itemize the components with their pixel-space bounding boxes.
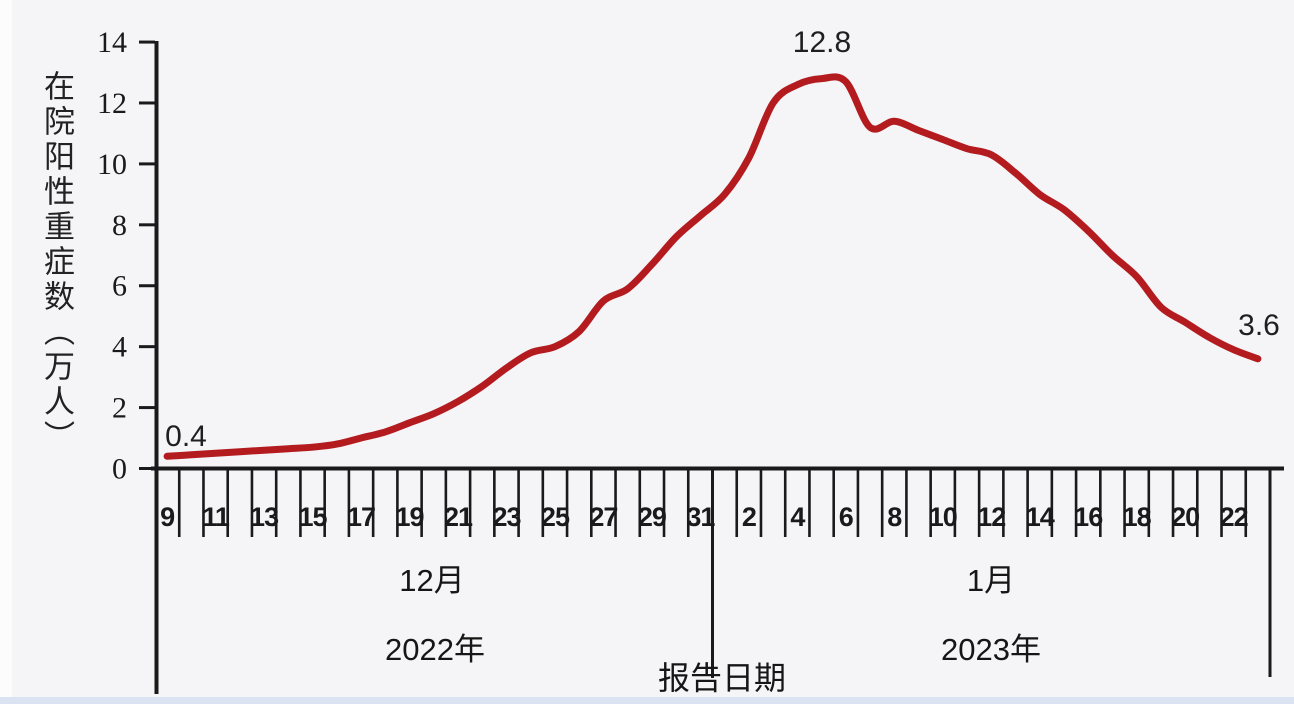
data-line [163,73,1262,460]
day-label: 27 [589,502,617,532]
day-label: 17 [347,502,375,532]
day-label: 13 [250,502,279,532]
day-label: 23 [492,502,521,532]
day-label: 29 [638,502,667,532]
january-month-label: 1月 [966,563,1016,598]
end-value-label: 3.6 [1238,309,1280,342]
left-margin-strip [0,0,12,704]
y-tick-label: 10 [97,148,127,181]
year-2023-label: 2023年 [941,632,1041,667]
december-month-label: 12月 [399,563,465,598]
day-label: 21 [444,502,473,532]
report-date-label: 报告日期 [657,660,786,696]
day-label: 15 [299,502,328,532]
day-label: 11 [202,502,230,532]
day-label: 25 [541,502,570,532]
y-tick-label: 2 [112,392,127,425]
day-label: 14 [1026,502,1055,532]
day-label: 19 [395,502,424,532]
peak-value-label: 12.8 [792,26,852,59]
y-tick-label: 6 [112,270,127,303]
day-label: 6 [839,502,854,532]
day-label: 22 [1220,502,1248,532]
day-label: 16 [1074,502,1103,532]
day-label: 2 [742,502,756,532]
year-2022-label: 2022年 [385,632,485,667]
start-value-label: 0.4 [165,420,207,453]
day-label: 18 [1123,502,1152,532]
y-tick-label: 8 [112,209,127,242]
day-label: 31 [686,502,715,532]
bottom-margin-strip [0,697,1294,704]
y-axis-title: 在院阳性重症数（万人） [39,70,74,455]
day-label: 10 [929,502,957,532]
y-tick-label: 4 [112,331,127,364]
day-label: 20 [1171,502,1199,532]
y-tick-label: 12 [97,87,127,120]
day-label: 9 [160,502,175,532]
y-tick-label: 0 [112,453,127,486]
day-label: 12 [977,502,1005,532]
y-tick-label: 14 [97,26,127,59]
day-label: 4 [790,502,805,532]
day-label: 8 [887,502,902,532]
